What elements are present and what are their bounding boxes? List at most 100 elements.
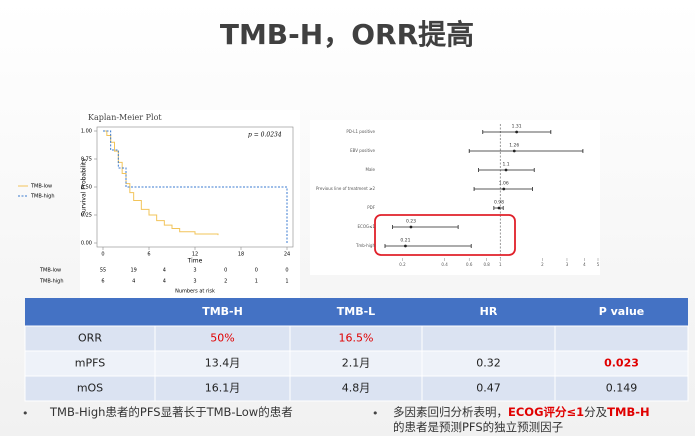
bullet-text: 的患者是预测PFS的独立预测因子 <box>393 420 563 434</box>
row-label: Previous line of treatment ≥2 <box>316 186 375 191</box>
point <box>404 244 407 248</box>
table-cell: 0.32 <box>476 357 501 370</box>
table-cell: 0.023 <box>604 357 639 370</box>
y-axis-label: Survival Probability <box>81 158 88 216</box>
risk-count: 3 <box>193 279 196 285</box>
row-label: PD-L1 positive <box>346 129 375 134</box>
point <box>497 206 501 210</box>
x-tick-label: 0.2 <box>399 262 406 267</box>
x-tick-label: 0.8 <box>483 262 490 267</box>
forest-panel <box>310 120 600 275</box>
value-label: 1.31 <box>512 124 522 130</box>
bullet-segment: 多因素回归分析表明， <box>393 405 508 419</box>
risk-row-label: TMB-low <box>39 268 61 274</box>
table-cell: mOS <box>77 382 103 395</box>
bullet-segment: 的患者是预测PFS的独立预测因子 <box>393 420 563 434</box>
x-tick-label: 6 <box>147 252 150 258</box>
x-tick-label: 18 <box>238 252 244 258</box>
value-label: 1.26 <box>509 143 519 149</box>
risk-count: 3 <box>193 268 196 274</box>
km-title: Kaplan-Meier Plot <box>88 113 162 122</box>
y-tick-label: 0.50 <box>81 185 92 191</box>
bullet-segment: TMB-High患者的PFS显著长于TMB-Low的患者 <box>49 405 293 419</box>
table-cell: 4.8月 <box>342 382 371 395</box>
table-cell: 50% <box>210 332 234 345</box>
risk-count: 1 <box>285 279 288 285</box>
risk-count: 0 <box>224 268 227 274</box>
survival-curve <box>103 130 288 243</box>
y-tick-label: 0.75 <box>81 157 92 163</box>
point <box>502 187 506 191</box>
y-tick-label: 1.00 <box>81 129 92 135</box>
row-label: PDF <box>367 205 375 210</box>
point <box>515 130 519 134</box>
value-label: 0.98 <box>494 200 504 206</box>
value-label: 1.1 <box>502 162 509 168</box>
row-label: Tmb-high <box>355 243 376 248</box>
x-tick-label: 4 <box>583 262 586 267</box>
table-header-bg <box>25 298 688 326</box>
risk-count: 1 <box>255 279 258 285</box>
point <box>512 149 516 153</box>
point <box>409 225 413 229</box>
x-tick-label: 5 <box>597 262 600 267</box>
risk-count: 2 <box>224 279 227 285</box>
risk-table-title: Numbers at risk <box>175 289 215 295</box>
point <box>504 168 508 172</box>
bullet-text: 多因素回归分析表明，ECOG评分≤1分及TMB-H <box>393 405 650 419</box>
risk-count: 0 <box>255 268 258 274</box>
table-cell: mPFS <box>75 357 105 370</box>
table-cell: 2.1月 <box>342 357 371 370</box>
risk-count: 55 <box>100 268 106 274</box>
table-cell: 13.4月 <box>205 357 241 370</box>
highlight-box <box>374 214 516 256</box>
legend-label: TMB-low <box>30 184 52 190</box>
table-header: TMB-L <box>337 305 375 318</box>
risk-count: 19 <box>130 268 136 274</box>
table-header: HR <box>480 305 498 318</box>
x-axis-label: Time <box>187 258 203 265</box>
x-tick-label: 2 <box>541 262 544 267</box>
table-row-bg <box>24 325 689 352</box>
row-label: ECOG≤1 <box>358 224 376 229</box>
risk-row-label: TMB-high <box>39 279 64 285</box>
x-tick-label: 0 <box>101 252 104 258</box>
risk-count: 4 <box>163 279 166 285</box>
bullet-text: TMB-High患者的PFS显著长于TMB-Low的患者 <box>49 405 293 419</box>
table-cell: 16.5% <box>339 332 374 345</box>
x-tick-label: 24 <box>284 252 290 258</box>
x-tick-label: 3 <box>566 262 569 267</box>
slide-title: TMB-H，ORR提高 <box>220 18 474 51</box>
bullet-segment: 分及 <box>584 405 607 419</box>
table-cell: 16.1月 <box>205 382 241 395</box>
value-label: 0.21 <box>400 238 410 244</box>
legend-label: TMB-high <box>30 194 55 200</box>
risk-count: 0 <box>285 268 288 274</box>
table-row-bg <box>24 375 689 402</box>
table-header: TMB-H <box>202 305 243 318</box>
km-panel <box>80 110 300 300</box>
row-label: Male <box>366 167 376 172</box>
x-tick-label: 1 <box>499 262 502 267</box>
table-row-bg <box>24 350 689 377</box>
risk-count: 4 <box>132 279 135 285</box>
bullet-dot: • <box>372 407 379 420</box>
bullet-dot: • <box>22 407 29 420</box>
row-label: EBV positive <box>350 148 375 153</box>
table-cell: 0.149 <box>606 382 638 395</box>
table-cell: ORR <box>78 332 102 345</box>
survival-curve <box>103 130 219 236</box>
x-tick-label: 12 <box>192 252 198 258</box>
risk-count: 4 <box>163 268 166 274</box>
y-tick-label: 0.00 <box>81 241 92 247</box>
table-cell: 0.47 <box>476 382 501 395</box>
x-tick-label: 0.6 <box>466 262 473 267</box>
bullet-segment: ECOG评分≤1 <box>508 405 584 419</box>
annotation: p = 0.0234 <box>248 132 282 139</box>
risk-count: 6 <box>101 279 104 285</box>
y-tick-label: 0.25 <box>81 213 92 219</box>
bullet-segment: TMB-H <box>607 405 649 419</box>
value-label: 1.06 <box>499 181 509 187</box>
x-tick-label: 0.4 <box>441 262 448 267</box>
